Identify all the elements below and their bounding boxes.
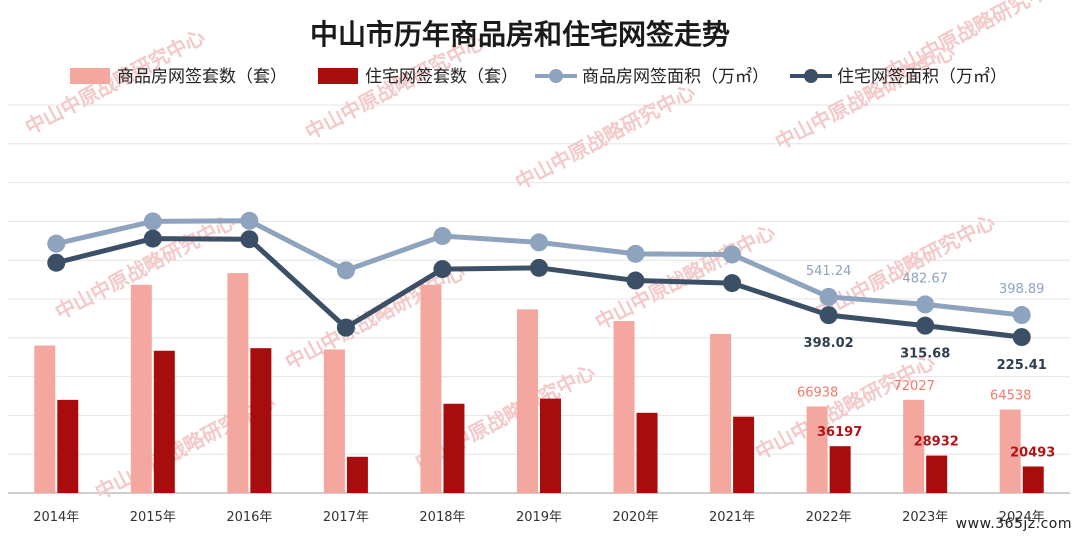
bar-commercial: [999, 409, 1021, 493]
bar-commercial: [903, 399, 925, 493]
bar-label: 66938: [797, 385, 838, 400]
line-point: [626, 271, 645, 290]
x-tick-label: 2016年: [226, 510, 272, 525]
bar-commercial: [806, 406, 828, 493]
line-label: 541.24: [806, 264, 852, 279]
x-axis: 2014年 2015年 2016年 2017年 2018年 2019年 2020年 2021年…: [33, 510, 1045, 525]
chart-title: 中山市历年商品房和住宅网签走势: [310, 18, 730, 51]
x-tick-label: 2018年: [419, 510, 465, 525]
bar-commercial: [227, 273, 249, 493]
line-label: 482.67: [902, 271, 948, 286]
bar-residential: [636, 412, 658, 493]
line-point: [723, 245, 742, 264]
bar-commercial: [323, 349, 345, 493]
bar-commercial: [517, 309, 538, 493]
x-tick-label: 2014年: [33, 510, 79, 525]
line-point: [819, 287, 838, 306]
bar-residential: [540, 398, 561, 493]
bar-residential: [57, 399, 79, 493]
x-tick-label: 2020年: [612, 510, 658, 525]
line-point: [47, 253, 66, 272]
line-point: [433, 260, 452, 279]
bar-label: 20493: [1010, 445, 1055, 460]
legend-entry: 商品房网签面积（万㎡）: [582, 67, 769, 87]
line-point: [143, 229, 162, 248]
bar-commercial: [130, 284, 152, 493]
line-point: [433, 227, 452, 246]
line-point: [240, 230, 259, 249]
watermark-text: 中山中原战略研究中心: [511, 79, 699, 194]
legend-entry: 商品房网签套数（套）: [117, 67, 287, 87]
legend: 商品房网签套数（套） 住宅网签套数（套） 商品房网签面积（万㎡） 住宅网签面积（万㎡）: [70, 67, 1007, 87]
x-tick-label: 2021年: [709, 510, 755, 525]
line-label: 398.02: [804, 336, 854, 351]
legend-entry: 住宅网签面积（万㎡）: [837, 67, 1007, 87]
line-label: 398.89: [999, 282, 1045, 297]
line-point: [916, 316, 935, 335]
x-tick-label: 2022年: [806, 510, 852, 525]
line-point: [723, 274, 742, 293]
line-point: [1012, 328, 1031, 347]
x-tick-label: 2023年: [902, 510, 948, 525]
bar-label: 36197: [817, 425, 862, 440]
line-label: 225.41: [997, 358, 1047, 373]
x-tick-label: 2024年: [999, 510, 1045, 525]
bar-residential: [250, 348, 272, 493]
legend-swatch-marker: [549, 69, 563, 83]
bar-commercial: [420, 284, 442, 493]
line-point: [530, 258, 548, 277]
line-point: [626, 244, 645, 263]
bar-residential: [829, 446, 851, 493]
x-tick-label: 2015年: [130, 510, 176, 525]
line-point: [1012, 306, 1031, 325]
line-point: [143, 212, 162, 231]
legend-swatch-marker: [804, 69, 818, 83]
bar-commercial: [34, 345, 56, 493]
lines: [47, 211, 1031, 347]
line-point: [530, 233, 548, 252]
line-point: [240, 211, 259, 230]
line-point: [819, 306, 838, 325]
line-point: [47, 234, 66, 253]
line-label: 315.68: [900, 347, 950, 362]
x-tick-label: 2019年: [516, 510, 562, 525]
value-labels: 66938 72027 64538 36197 28932 20493 541.24 482.…: [797, 264, 1055, 461]
bar-residential: [733, 416, 755, 493]
bar-residential: [153, 350, 175, 493]
bar-label: 28932: [914, 435, 959, 450]
legend-entry: 住宅网签套数（套）: [365, 67, 518, 87]
x-tick-label: 2017年: [323, 510, 369, 525]
bar-label: 72027: [894, 379, 935, 394]
bar-label: 64538: [990, 389, 1031, 404]
bar-commercial: [613, 320, 635, 493]
bar-residential: [926, 455, 948, 493]
bar-residential: [346, 456, 368, 493]
bar-residential: [443, 403, 465, 493]
bar-residential: [1022, 466, 1044, 493]
legend-swatch: [70, 68, 110, 84]
legend-swatch: [318, 68, 358, 84]
line-point: [916, 295, 935, 314]
line-point: [336, 261, 355, 280]
bar-commercial: [710, 333, 732, 493]
bars: [34, 273, 1044, 493]
line-point: [336, 318, 355, 337]
footer-url: www.365jz.com: [955, 516, 1072, 532]
